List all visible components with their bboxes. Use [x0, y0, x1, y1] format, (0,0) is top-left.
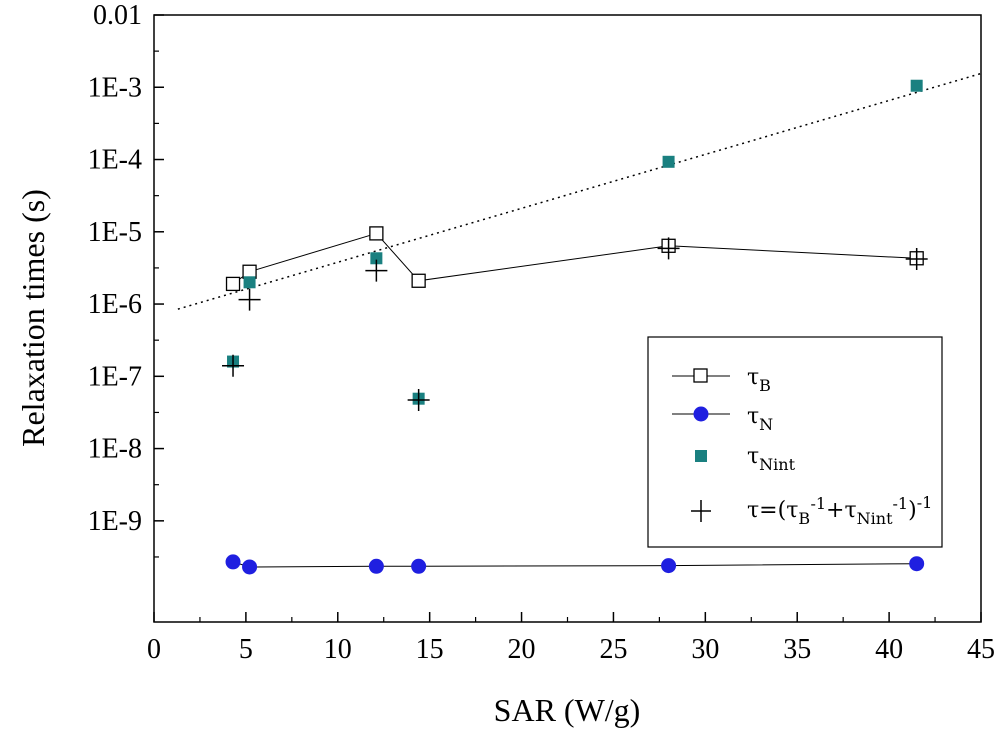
legend-eq-b-sub: B [798, 509, 810, 528]
y-tick-label-6: 1E-8 [88, 434, 142, 465]
x-tick-label-7: 35 [783, 634, 811, 665]
legend-eq-tau-nint: τ [844, 498, 856, 523]
svg-text:τNint: τNint [747, 444, 796, 474]
point-tauN-1 [242, 559, 258, 575]
y-axis: 0.01 1E-3 1E-4 1E-5 1E-6 1E-7 1E-8 1E-9 [88, 0, 164, 558]
svg-text:τN: τN [747, 404, 773, 434]
point-tauNint-2 [370, 252, 383, 265]
legend-tau-n-symbol: τ [747, 404, 759, 429]
x-tick-label-2: 10 [324, 634, 352, 665]
legend: τB τN τNint τ=(τB-1+τNint-1)-1 [647, 336, 943, 548]
legend-entry-tau-b: τB [672, 365, 771, 395]
legend-tau-b-symbol: τ [747, 365, 759, 390]
point-tauB-0 [225, 276, 241, 292]
y-axis-title: Relaxation times (s) [15, 189, 51, 447]
point-tauN-0 [225, 554, 241, 570]
point-tauNint-4 [662, 155, 675, 168]
legend-eq-nint-sub: Nint [857, 509, 893, 528]
svg-text:τ=(τB-1+τNint-1)-1: τ=(τB-1+τNint-1)-1 [747, 493, 932, 528]
y-tick-label-7: 1E-9 [88, 506, 142, 537]
legend-eq-b-exp: -1 [810, 494, 826, 513]
x-tick-label-5: 25 [599, 634, 627, 665]
x-tick-label-1: 5 [239, 634, 253, 665]
legend-tau-b-subscript: B [759, 376, 771, 395]
legend-tau-nint-subscript: Nint [759, 455, 795, 474]
point-tauN-4 [661, 558, 677, 574]
legend-tau-nint-symbol: τ [747, 444, 759, 469]
legend-entry-tau-effective: τ=(τB-1+τNint-1)-1 [691, 493, 932, 528]
y-tick-label-3: 1E-5 [88, 217, 142, 248]
point-tauB-2 [369, 226, 384, 241]
legend-entry-tau-nint: τNint [695, 444, 796, 474]
y-tick-label-4: 1E-6 [88, 289, 142, 320]
point-tauN-2 [368, 558, 384, 574]
x-axis: 0 5 10 15 20 25 30 35 40 45 [147, 612, 995, 665]
legend-eq-nint-exp: -1 [893, 494, 909, 513]
x-tick-label-0: 0 [147, 634, 161, 665]
point-tauEff-3 [407, 389, 430, 412]
point-tauNint-5 [910, 79, 923, 92]
y-tick-label-1: 1E-3 [88, 72, 142, 103]
y-tick-label-0: 0.01 [93, 0, 142, 31]
legend-eq-open: =( [759, 498, 786, 523]
point-tauN-5 [909, 556, 925, 572]
legend-eq-tau: τ [747, 498, 759, 523]
legend-entry-tau-n: τN [672, 404, 773, 434]
x-tick-label-9: 45 [967, 634, 995, 665]
point-tauN-3 [411, 558, 427, 574]
x-tick-label-3: 15 [416, 634, 444, 665]
legend-eq-plus: + [826, 498, 844, 523]
point-tauNint-1 [243, 276, 256, 289]
legend-tau-n-marker [693, 406, 709, 422]
legend-tau-nint-marker [695, 450, 707, 462]
fit-line [177, 72, 982, 310]
x-tick-label-8: 40 [875, 634, 903, 665]
y-tick-label-2: 1E-4 [88, 145, 142, 176]
point-tauB-3 [411, 273, 426, 288]
x-tick-label-6: 30 [691, 634, 719, 665]
point-tauEff-0 [222, 354, 245, 377]
x-tick-label-4: 20 [508, 634, 536, 665]
legend-eq-tau-b: τ [786, 498, 798, 523]
legend-eq-close: ) [908, 498, 917, 523]
x-axis-title: SAR (W/g) [494, 692, 641, 728]
fit-line-layer [177, 72, 982, 310]
point-tauEff-2 [365, 259, 388, 282]
legend-tau-b-marker [693, 368, 708, 383]
point-tauEff-1 [238, 288, 261, 311]
point-tauEff-5 [905, 248, 928, 271]
legend-eq-outer-exp: -1 [917, 493, 933, 512]
series-markers-layer [222, 79, 928, 575]
point-tauB-1 [242, 264, 257, 279]
y-tick-label-5: 1E-7 [88, 361, 142, 392]
svg-text:τB: τB [747, 365, 771, 395]
point-tauEff-4 [657, 237, 680, 260]
legend-tau-n-subscript: N [759, 415, 773, 434]
